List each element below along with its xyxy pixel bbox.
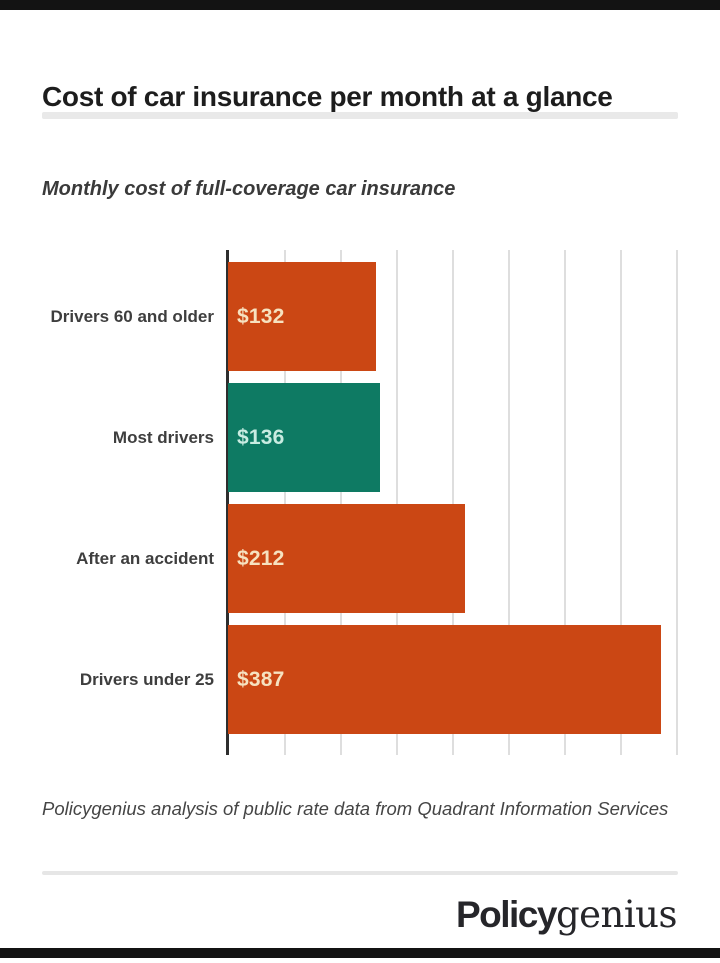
category-label: Drivers under 25 <box>79 669 214 689</box>
bar-2: $136 <box>228 383 381 492</box>
category-label: After an accident <box>76 548 214 568</box>
logo-policy-text: Policy <box>455 894 558 935</box>
bar-value-label: $136 <box>237 425 285 449</box>
category-label: Most drivers <box>112 427 214 447</box>
bar-value-label: $132 <box>237 304 285 328</box>
bar-3: $212 <box>228 504 466 613</box>
source-note: Policygenius analysis of public rate dat… <box>42 798 669 819</box>
bar-1: $132 <box>228 262 376 371</box>
bar-chart: Drivers 60 and older Most drivers After an… <box>0 250 720 755</box>
top-edge-bar <box>0 0 720 10</box>
gridline-300 <box>563 250 566 755</box>
title-divider <box>42 112 678 119</box>
bar-value-label: $212 <box>237 546 285 570</box>
plot-area: $132 $136 $212 $387 <box>226 250 680 755</box>
footer-divider <box>42 871 678 875</box>
category-label: Drivers 60 and older <box>50 306 214 326</box>
gridline-100 <box>339 250 342 755</box>
gridline-350 <box>619 250 622 755</box>
category-labels-column: Drivers 60 and older Most drivers After an… <box>0 250 214 755</box>
bar-4: $387 <box>228 625 661 734</box>
gridline-200 <box>451 250 454 755</box>
gridline-50 <box>283 250 286 755</box>
bottom-edge-bar <box>0 948 720 958</box>
policygenius-logo: Policygenius <box>455 893 678 936</box>
page-title: Cost of car insurance per month at a gla… <box>42 80 613 112</box>
logo-genius-text: genius <box>555 893 678 936</box>
gridline-400 <box>675 250 678 755</box>
gridline-250 <box>507 250 510 755</box>
bar-value-label: $387 <box>237 667 285 691</box>
chart-subtitle: Monthly cost of full-coverage car insura… <box>42 178 456 200</box>
gridline-150 <box>395 250 398 755</box>
y-axis-line <box>226 250 229 755</box>
